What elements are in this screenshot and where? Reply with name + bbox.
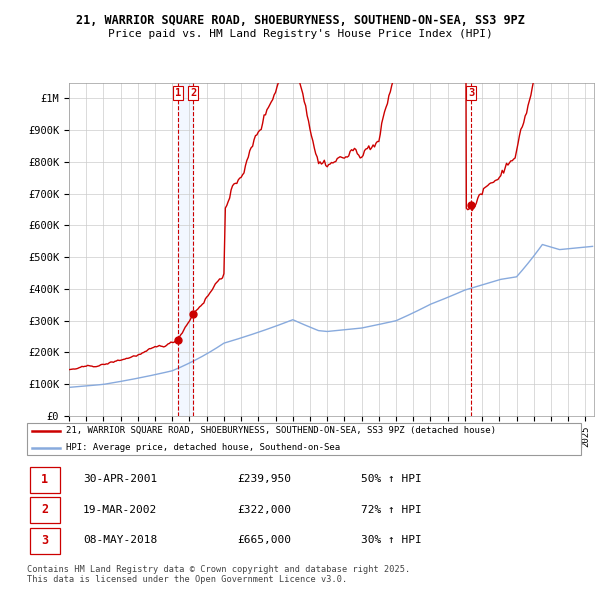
FancyBboxPatch shape [29,497,61,523]
Text: Contains HM Land Registry data © Crown copyright and database right 2025.
This d: Contains HM Land Registry data © Crown c… [27,565,410,584]
Text: £665,000: £665,000 [237,535,291,545]
Text: HPI: Average price, detached house, Southend-on-Sea: HPI: Average price, detached house, Sout… [66,443,340,453]
Text: £322,000: £322,000 [237,505,291,514]
Text: 30% ↑ HPI: 30% ↑ HPI [361,535,421,545]
FancyBboxPatch shape [29,528,61,554]
Text: 3: 3 [41,534,49,547]
Text: 08-MAY-2018: 08-MAY-2018 [83,535,157,545]
Text: 21, WARRIOR SQUARE ROAD, SHOEBURYNESS, SOUTHEND-ON-SEA, SS3 9PZ (detached house): 21, WARRIOR SQUARE ROAD, SHOEBURYNESS, S… [66,427,496,435]
Text: Price paid vs. HM Land Registry's House Price Index (HPI): Price paid vs. HM Land Registry's House … [107,29,493,38]
Text: 2: 2 [190,87,196,97]
FancyBboxPatch shape [29,467,61,493]
Text: 1: 1 [41,473,49,486]
Text: 30-APR-2001: 30-APR-2001 [83,474,157,484]
FancyBboxPatch shape [27,423,581,455]
Text: 3: 3 [468,87,474,97]
Text: 50% ↑ HPI: 50% ↑ HPI [361,474,421,484]
Text: 2: 2 [41,503,49,516]
Text: 19-MAR-2002: 19-MAR-2002 [83,505,157,514]
Text: £239,950: £239,950 [237,474,291,484]
Text: 1: 1 [175,87,181,97]
Bar [178,83,193,416]
Text: 72% ↑ HPI: 72% ↑ HPI [361,505,421,514]
Text: 21, WARRIOR SQUARE ROAD, SHOEBURYNESS, SOUTHEND-ON-SEA, SS3 9PZ: 21, WARRIOR SQUARE ROAD, SHOEBURYNESS, S… [76,14,524,27]
